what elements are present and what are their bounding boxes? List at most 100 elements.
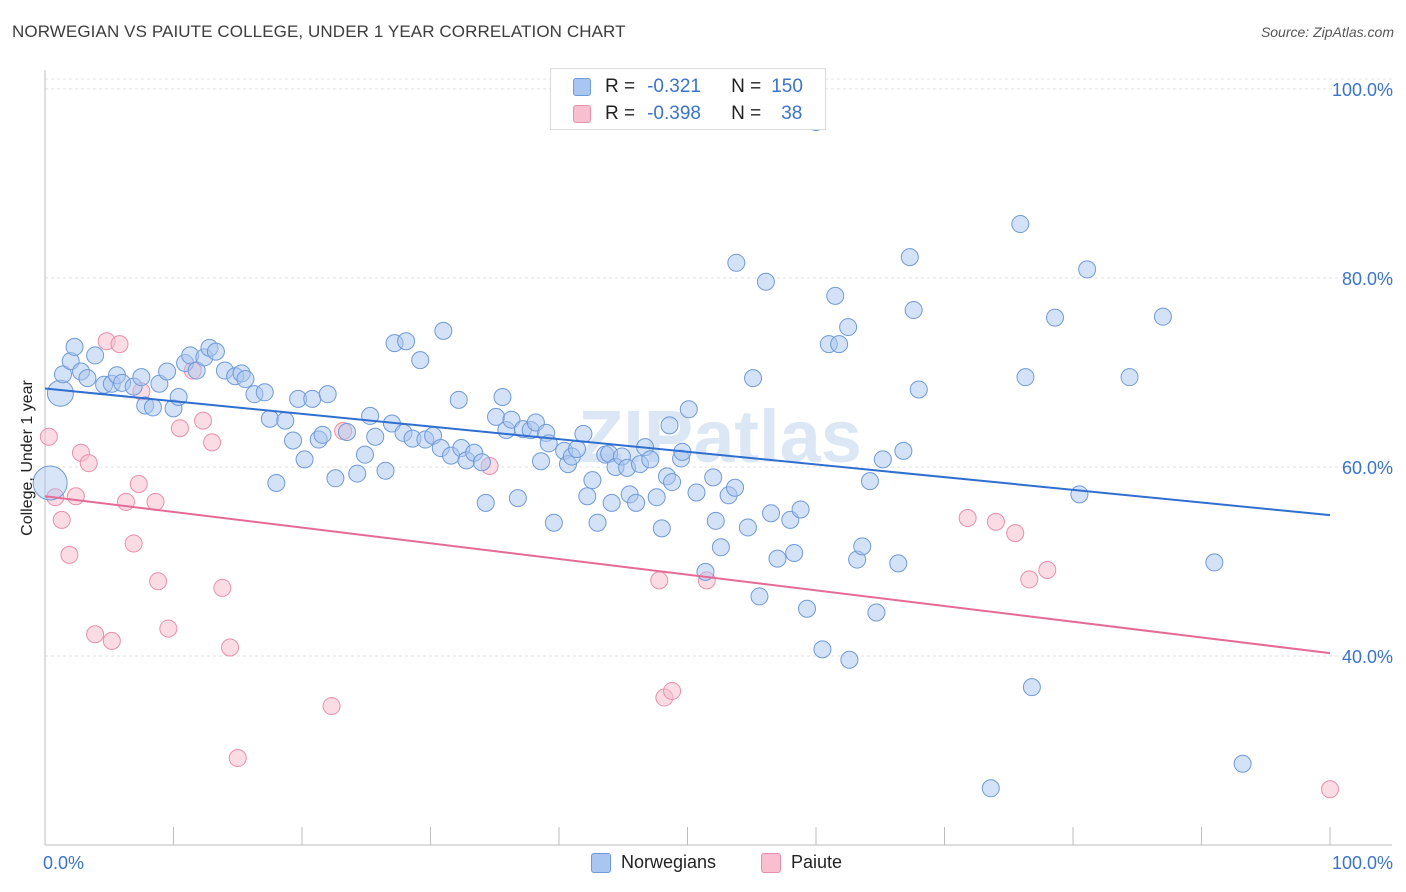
norwegian-point [255,383,274,402]
norwegian-point [894,441,913,460]
paiute-point [228,749,247,768]
paiute-point [110,335,129,354]
norwegian-point [900,248,919,267]
norwegian-point [1022,678,1041,697]
norwegian-point [583,471,602,490]
norwegian-point [840,650,859,669]
y-tick-label: 80.0% [1342,269,1393,289]
norwegian-point [348,464,367,483]
norwegian-point [318,385,337,404]
source-label: Source: ZipAtlas.com [1260,24,1394,40]
norwegian-point [376,461,395,480]
norwegian-point [679,400,698,419]
norwegian-point [284,431,303,450]
norwegian-point [532,452,551,471]
norwegian-point [785,543,804,562]
norwegian-point [791,500,810,519]
norwegian-point [65,337,84,356]
norwegian-point [830,335,849,354]
norwegian-point [86,346,105,365]
paiute-point [194,411,213,430]
norwegian-point [727,253,746,272]
norwegian-point [826,286,845,305]
norwegian-point [641,450,660,469]
norwegian-point [860,472,879,491]
legend-label-paiute: Paiute [791,852,843,872]
chart-title: NORWEGIAN VS PAIUTE COLLEGE, UNDER 1 YEA… [12,22,626,41]
norwegian-point [295,450,314,469]
paiute-point [958,508,977,527]
norwegian-point [366,427,385,446]
paiute-point [79,454,98,473]
norwegian-point [889,554,908,573]
norwegian-point [567,439,586,458]
norwegian-point [574,424,593,443]
paiute-swatch [573,105,591,123]
norwegians-swatch [573,78,591,96]
series-legend: Norwegians Paiute [0,852,1406,876]
norwegian-points [32,112,1252,798]
norwegian-point [744,369,763,388]
norwegian-point [1078,260,1097,279]
y-axis-title: College, Under 1 year [19,380,36,536]
legend-n-label: N = [731,76,762,97]
paiute-point [129,474,148,493]
legend-item-norwegians[interactable]: Norwegians [591,852,716,873]
norwegian-point [663,473,682,492]
norwegian-point [78,369,97,388]
paiute-point [1038,560,1057,579]
paiute-point [86,625,105,644]
paiute-point [159,619,178,638]
norwegian-point [798,599,817,618]
norwegian-point [602,493,621,512]
norwegian-point [813,640,832,659]
paiute-point [60,545,79,564]
norwegian-point [1070,485,1089,504]
paiute-point [203,433,222,452]
norwegian-point [762,504,781,523]
norwegian-point [544,513,563,532]
norwegian-point [158,362,177,381]
legend-r-value: -0.398 [647,103,701,124]
norwegian-point [981,779,1000,798]
y-tick-label: 60.0% [1342,458,1393,478]
norwegian-point [750,587,769,606]
norwegian-point [1233,754,1252,773]
norwegian-point [1205,553,1224,572]
paiute-swatch [761,852,781,873]
norwegian-point [652,519,671,538]
norwegian-point [768,549,787,568]
legend-n-value: 150 [771,76,803,97]
norwegian-point [1120,368,1139,387]
axes [44,70,1392,846]
norwegian-point [578,487,597,506]
paiute-point [1321,780,1339,799]
paiute-point [52,510,71,529]
norwegian-point [53,365,72,384]
norwegian-point [143,398,162,417]
legend-item-paiute[interactable]: Paiute [761,852,842,873]
norwegians-trend-line [44,387,1331,517]
norwegian-point [627,493,646,512]
legend-n-label: N = [731,103,762,124]
norwegian-point [738,518,757,537]
norwegian-point [46,379,74,407]
paiute-point [221,638,240,657]
paiute-point [663,681,682,700]
paiute-point [1020,570,1039,589]
paiute-point [146,492,165,511]
norwegian-point [303,389,322,408]
legend-n-value: 38 [781,103,803,124]
norwegian-point [706,511,725,530]
norwegian-point [588,513,607,532]
paiute-point [650,571,669,590]
norwegian-point [337,422,356,441]
norwegian-point [32,465,68,501]
trend-lines [44,387,1331,655]
tick-labels: 40.0% 60.0% 80.0% 100.0% 0.0% 100.0% [43,80,1393,873]
norwegian-point [1153,307,1172,326]
norwegian-point [711,538,730,557]
legend-r-label: R = [605,103,636,124]
norwegian-point [756,272,775,291]
